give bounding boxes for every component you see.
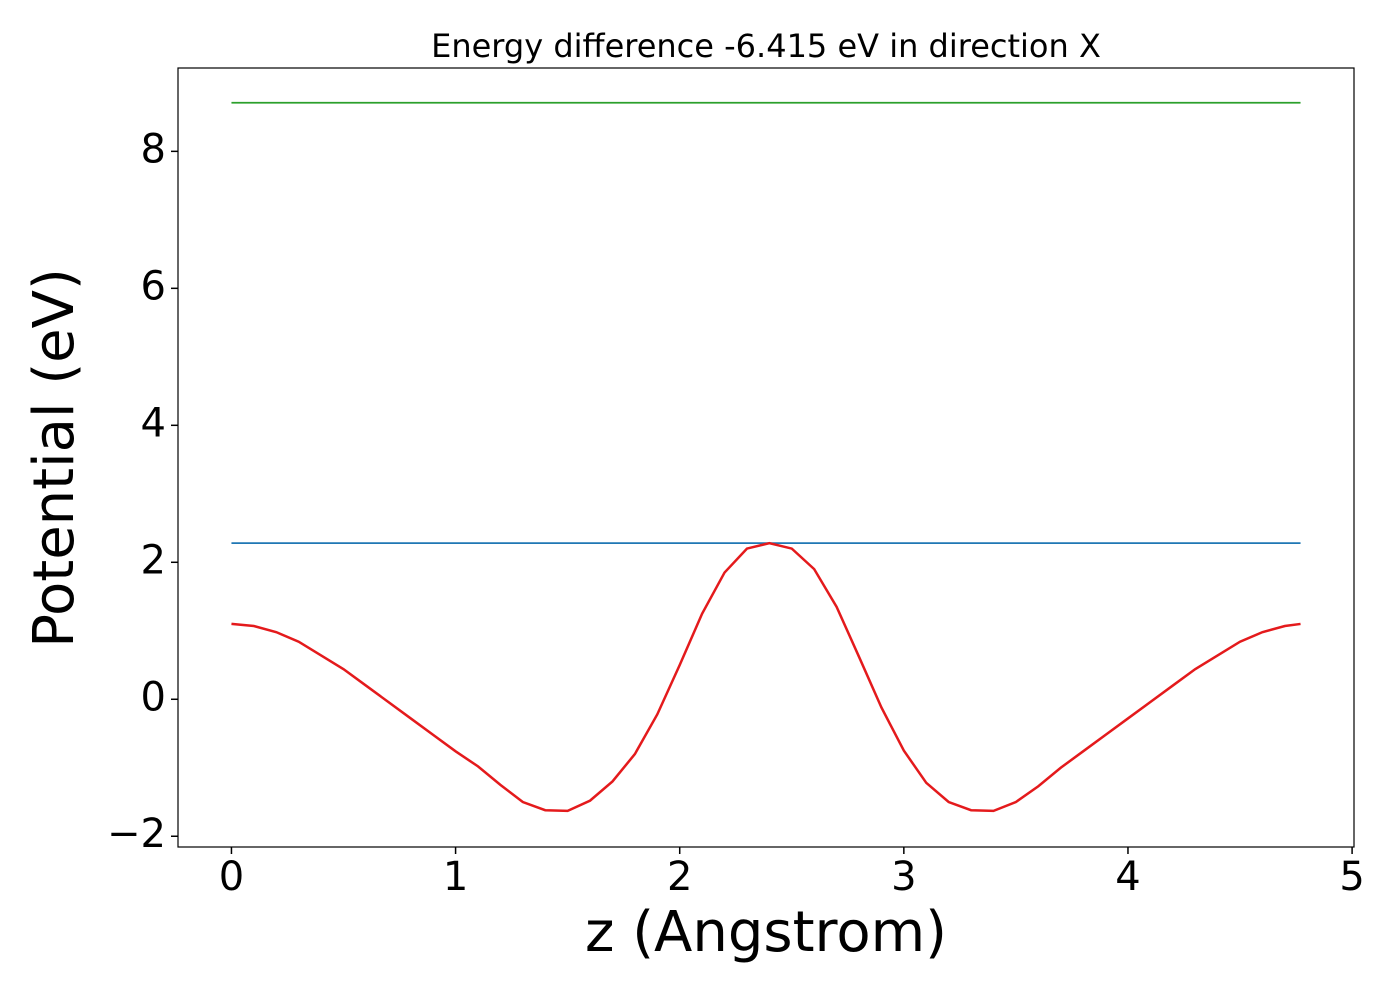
line-series bbox=[231, 541, 1301, 813]
x-tick-label: 4 bbox=[1115, 854, 1140, 900]
y-tick-label: 0 bbox=[141, 674, 166, 720]
y-tick-label: 6 bbox=[141, 263, 166, 309]
x-tick-label: 5 bbox=[1339, 854, 1364, 900]
x-axis-label: z (Angstrom) bbox=[585, 900, 947, 965]
chart-title: Energy difference -6.415 eV in direction… bbox=[431, 27, 1101, 65]
y-axis-label: Potential (eV) bbox=[22, 268, 87, 648]
y-tick-label: 2 bbox=[141, 537, 166, 583]
x-tick-label: 2 bbox=[667, 854, 692, 900]
y-tick-label: −2 bbox=[107, 811, 166, 857]
x-tick-label: 1 bbox=[443, 854, 468, 900]
y-tick-label: 4 bbox=[141, 400, 166, 446]
y-tick-label: 8 bbox=[141, 126, 166, 172]
x-tick-label: 0 bbox=[219, 854, 244, 900]
plot-frame bbox=[177, 67, 1355, 848]
x-tick-label: 3 bbox=[891, 854, 916, 900]
